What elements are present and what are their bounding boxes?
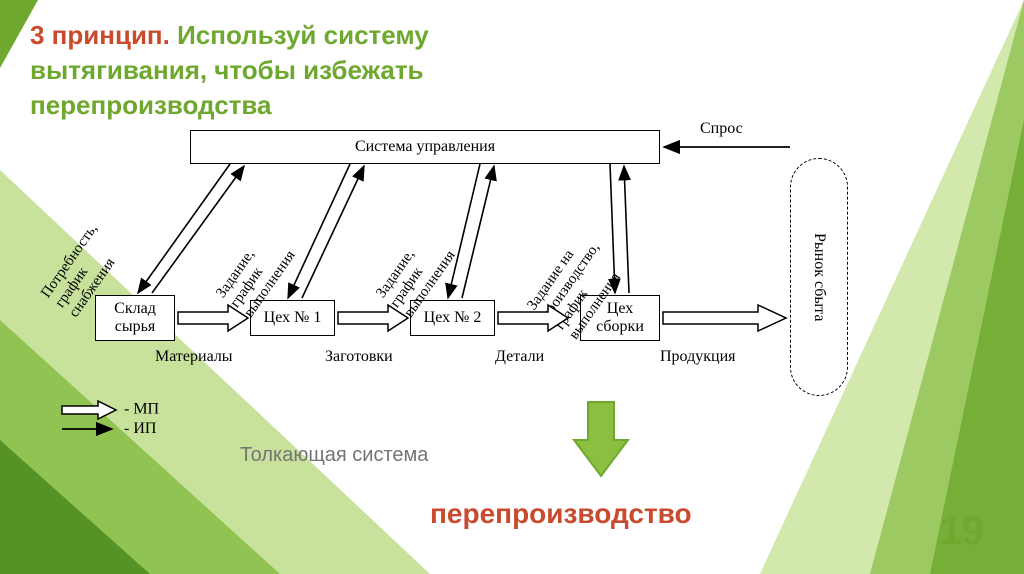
legend-mp-label: - МП (124, 401, 159, 418)
slide-title: 3 принцип. Используй систему вытягивания… (30, 18, 550, 123)
diagram-arrows (60, 120, 860, 420)
overproduction-label: перепроизводство (430, 498, 692, 530)
page-number: 19 (940, 509, 985, 554)
push-system-diagram: Система управления Спрос Рынок сбыта Скл… (60, 120, 860, 420)
legend-mp-icon (60, 400, 120, 420)
diagram-caption: Толкающая система (240, 444, 428, 467)
down-arrow-icon (570, 400, 632, 480)
legend: - МП - ИП (60, 400, 159, 438)
legend-ip-label: - ИП (124, 420, 156, 437)
title-prefix: 3 принцип. (30, 20, 170, 50)
legend-ip-icon (60, 420, 120, 438)
